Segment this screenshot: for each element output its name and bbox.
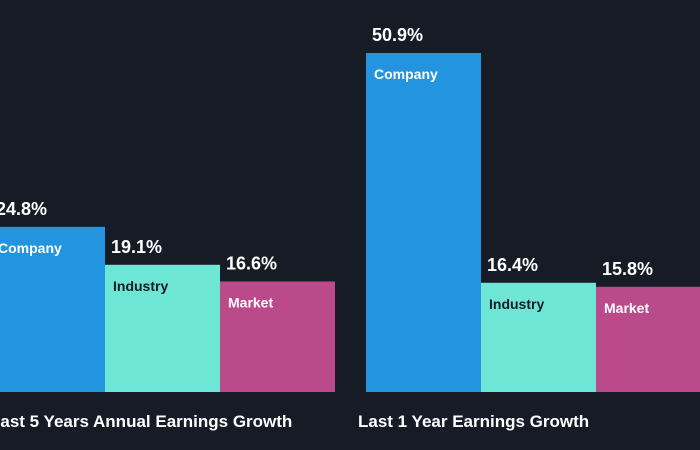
bar-label-market-group-2: Market [604, 300, 649, 316]
bar-label-company-group-2: Company [374, 66, 438, 82]
bar-label-market-group-1: Market [228, 294, 273, 310]
value-label-company-group-1: 24.8% [0, 199, 47, 219]
bar-group-1: 24.8% Company 19.1% Industry 16.6% Market [0, 199, 335, 392]
bar-label-industry-group-1: Industry [113, 278, 168, 294]
bar-company-group-2 [366, 53, 481, 392]
bar-label-industry-group-2: Industry [489, 296, 544, 312]
bar-label-company-group-1: Company [0, 240, 62, 256]
value-label-industry-group-1: 19.1% [111, 237, 162, 257]
bar-industry-group-1 [105, 264, 220, 392]
bar-group-2: 50.9% Company 16.4% Industry 15.8% Market [366, 25, 700, 392]
bar-market-group-2 [596, 286, 700, 392]
value-label-market-group-2: 15.8% [602, 259, 653, 279]
bar-market-group-1 [220, 281, 335, 392]
bar-company-group-1 [0, 226, 105, 392]
group-title-1: Last 5 Years Annual Earnings Growth [0, 412, 292, 431]
value-label-market-group-1: 16.6% [226, 253, 277, 273]
value-label-company-group-2: 50.9% [372, 25, 423, 45]
value-label-industry-group-2: 16.4% [487, 255, 538, 275]
group-title-2: Last 1 Year Earnings Growth [358, 412, 589, 431]
bar-industry-group-2 [481, 282, 596, 392]
